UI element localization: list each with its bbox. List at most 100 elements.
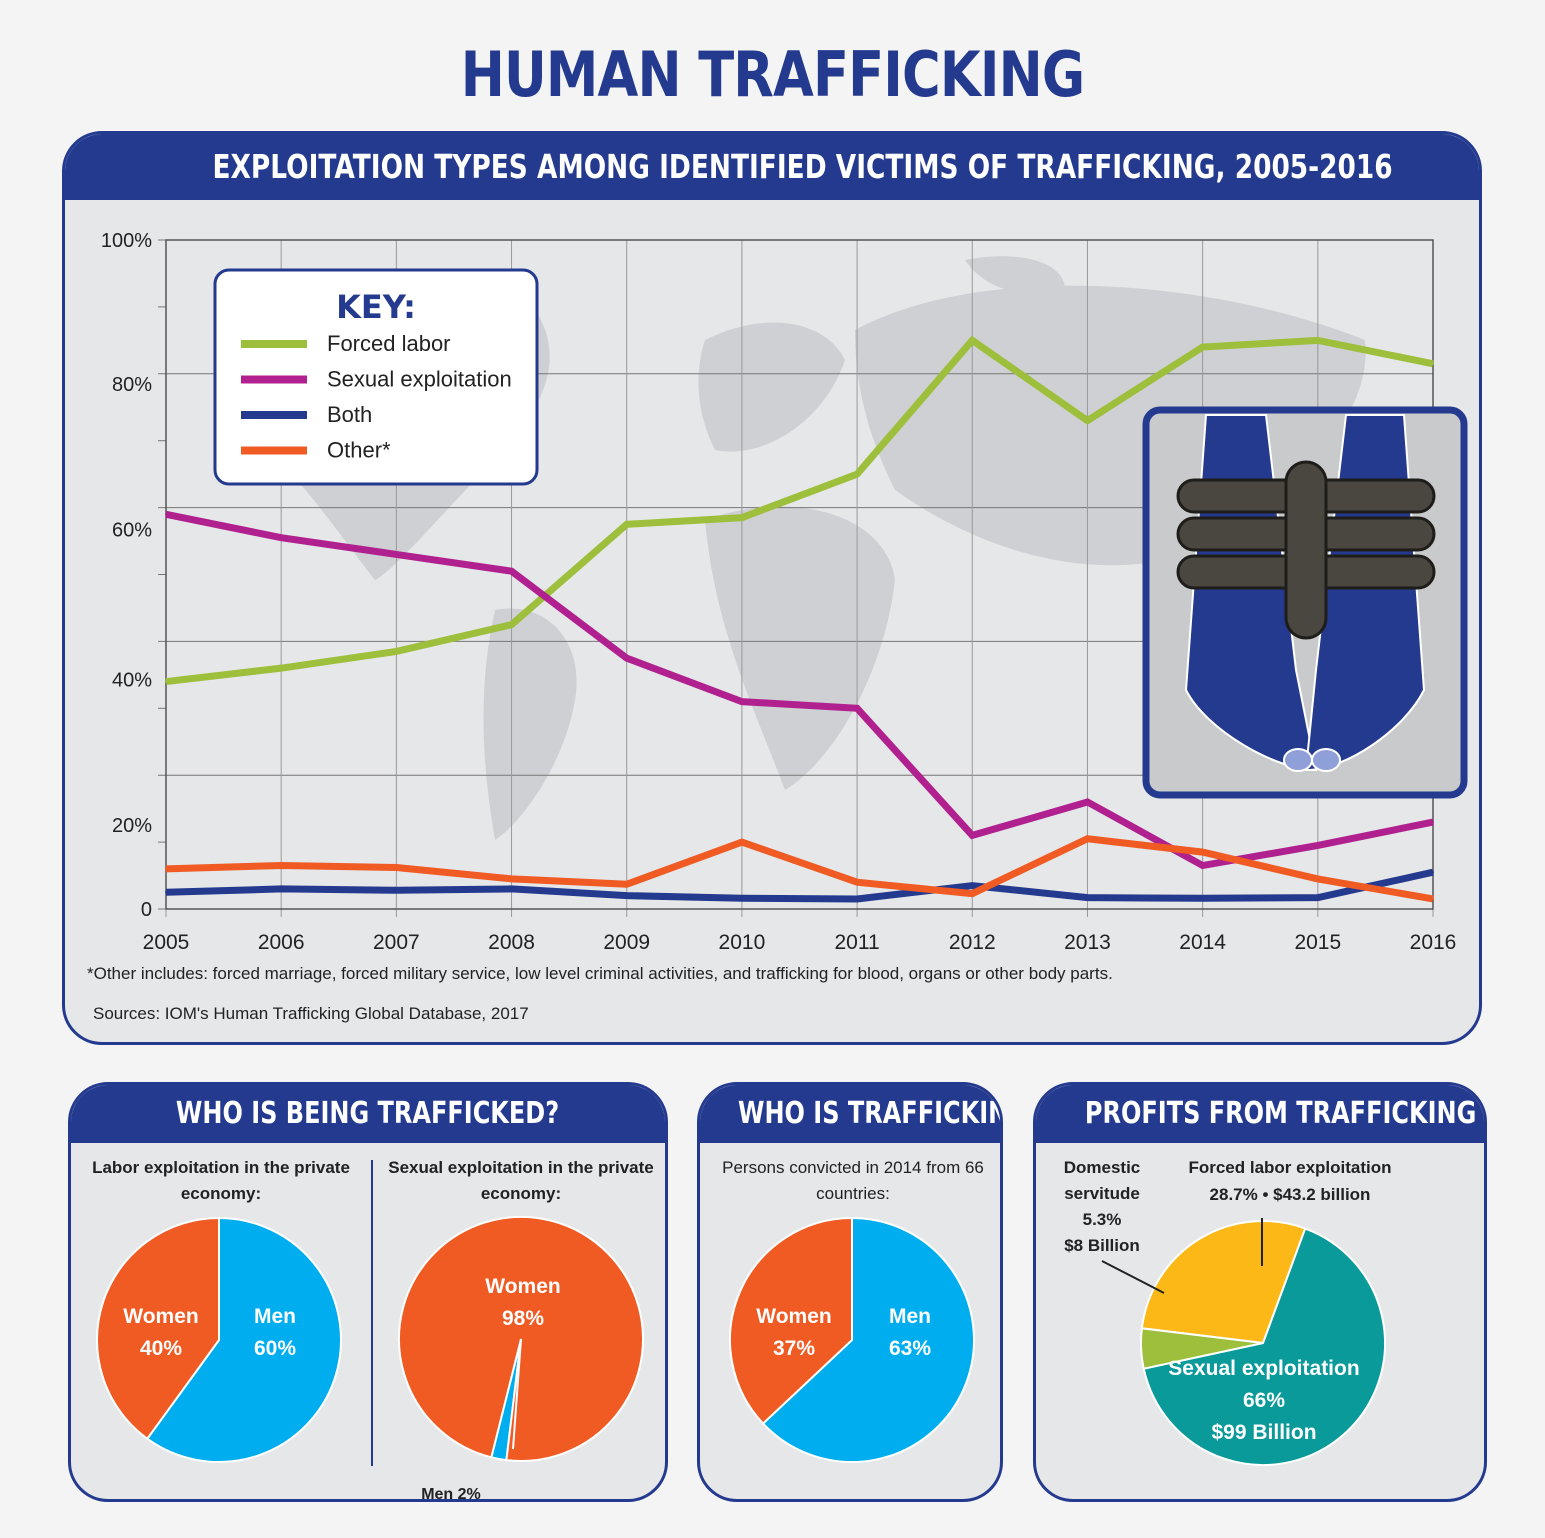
y-tick-label: 60% <box>112 520 152 542</box>
x-tick-label: 2014 <box>1179 931 1226 954</box>
x-tick-label: 2016 <box>1410 931 1457 954</box>
pie-label: 28.7% • $43.2 billion <box>1210 1185 1371 1204</box>
y-tick-label: 20% <box>112 815 152 837</box>
pie-label: Forced labor exploitation <box>1188 1158 1391 1177</box>
data-point <box>1316 896 1319 899</box>
data-point <box>625 883 628 886</box>
chart-sources: Sources: IOM's Human Trafficking Global … <box>93 1004 529 1023</box>
data-point <box>1086 896 1089 899</box>
data-point <box>971 884 974 887</box>
world-map-landmass <box>483 608 577 840</box>
data-point <box>1316 877 1319 880</box>
who-trafficking-panel: WHO IS TRAFFICKING? Persons convicted in… <box>697 1082 1003 1502</box>
line-chart-heading: EXPLOITATION TYPES AMONG IDENTIFIED VICT… <box>65 134 1479 200</box>
data-point <box>395 650 398 653</box>
pie-label: Men <box>889 1305 931 1328</box>
data-point <box>1086 837 1089 840</box>
pie-label: 37% <box>773 1337 815 1360</box>
x-tick-label: 2005 <box>143 931 190 954</box>
labor-pie-chart: Women 40% Men 60% <box>96 1216 342 1463</box>
left-thumbnail <box>1283 748 1313 772</box>
data-point <box>165 867 167 870</box>
sexual-pie-chart: Women 98% Men 2% <box>398 1216 644 1502</box>
data-point <box>395 866 398 869</box>
pie-label: Men 2% <box>421 1486 481 1502</box>
y-tick-label: 80% <box>112 374 152 396</box>
data-point <box>510 887 513 890</box>
data-point <box>856 707 859 710</box>
series-line-sexual-exploitation <box>165 510 1434 870</box>
pie-slice <box>145 1216 342 1463</box>
world-map-landmass <box>965 256 1065 294</box>
series-line-both <box>165 868 1434 903</box>
who-trafficking-heading: WHO IS TRAFFICKING? <box>700 1085 1000 1143</box>
x-tick-label: 2008 <box>488 931 535 954</box>
data-point <box>625 523 628 526</box>
pie-slice <box>1140 1220 1307 1345</box>
pie-divider <box>512 1338 522 1450</box>
profits-heading: PROFITS FROM TRAFFICKING <box>1036 1085 1484 1143</box>
legend-box <box>213 268 539 486</box>
pie-label: Men <box>254 1305 296 1328</box>
data-point <box>1201 864 1204 867</box>
data-point <box>1432 897 1434 900</box>
x-tick-label: 2009 <box>603 931 650 954</box>
pie-slice <box>96 1216 220 1441</box>
data-point <box>280 667 283 670</box>
data-point <box>510 570 513 573</box>
data-point <box>625 657 628 660</box>
pie-slice <box>729 1216 853 1425</box>
data-point <box>1432 362 1434 365</box>
data-point <box>971 834 974 837</box>
data-point <box>625 894 628 897</box>
who-trafficked-panel: WHO IS BEING TRAFFICKED? Labor exploitat… <box>68 1082 668 1502</box>
pie-label: Domestic <box>1064 1158 1141 1177</box>
data-point <box>1201 346 1204 349</box>
pie-label: Sexual exploitation <box>1168 1357 1359 1380</box>
data-point <box>395 889 398 892</box>
convicted-pie-chart: Women 37% Men 63% <box>729 1216 975 1463</box>
x-tick-label: 2007 <box>373 931 420 954</box>
profits-pie-chart: Forced labor exploitation 28.7% • $43.2 b… <box>1064 1158 1392 1466</box>
legend-title: KEY: <box>336 288 416 326</box>
data-point <box>280 887 283 890</box>
data-point <box>1201 897 1204 900</box>
data-point <box>280 864 283 867</box>
world-map-landmass <box>698 322 845 452</box>
data-point <box>395 553 398 556</box>
data-point <box>1086 419 1089 422</box>
sexual-pie-subtitle: Sexual exploitation in the private econo… <box>388 1158 654 1203</box>
data-point <box>740 841 743 844</box>
leader-line <box>1101 1260 1165 1294</box>
data-point <box>165 680 167 683</box>
pie-label: 5.3% <box>1083 1210 1122 1229</box>
data-point <box>510 877 513 880</box>
data-point <box>1316 844 1319 847</box>
series-line-other <box>165 835 1434 903</box>
pie-label: Women <box>485 1275 560 1298</box>
y-tick-label: 100% <box>101 230 152 252</box>
data-point <box>1316 339 1319 342</box>
data-point <box>510 623 513 626</box>
pie-slice <box>1142 1227 1386 1466</box>
legend-label: Other* <box>327 438 391 463</box>
pie-label: $99 Billion <box>1211 1421 1316 1444</box>
data-point <box>971 339 974 342</box>
data-point <box>740 516 743 519</box>
data-point <box>165 513 167 516</box>
data-point <box>740 700 743 703</box>
right-thumbnail <box>1311 748 1341 772</box>
labor-pie-subtitle: Labor exploitation in the private econom… <box>92 1158 350 1203</box>
legend-label: Sexual exploitation <box>327 367 512 392</box>
pie-label: 60% <box>254 1337 296 1360</box>
data-point <box>856 897 859 900</box>
pie-label: 40% <box>140 1337 182 1360</box>
pie-slice <box>761 1216 975 1463</box>
pie-label: 98% <box>502 1307 544 1330</box>
x-tick-label: 2010 <box>719 931 766 954</box>
world-map-landmass <box>705 506 895 790</box>
profits-panel: PROFITS FROM TRAFFICKING Forced labor ex… <box>1033 1082 1487 1502</box>
convicted-pie-subtitle: Persons convicted in 2014 from 66 countr… <box>722 1158 984 1203</box>
y-tick-label: 40% <box>112 669 152 691</box>
x-tick-label: 2012 <box>949 931 996 954</box>
